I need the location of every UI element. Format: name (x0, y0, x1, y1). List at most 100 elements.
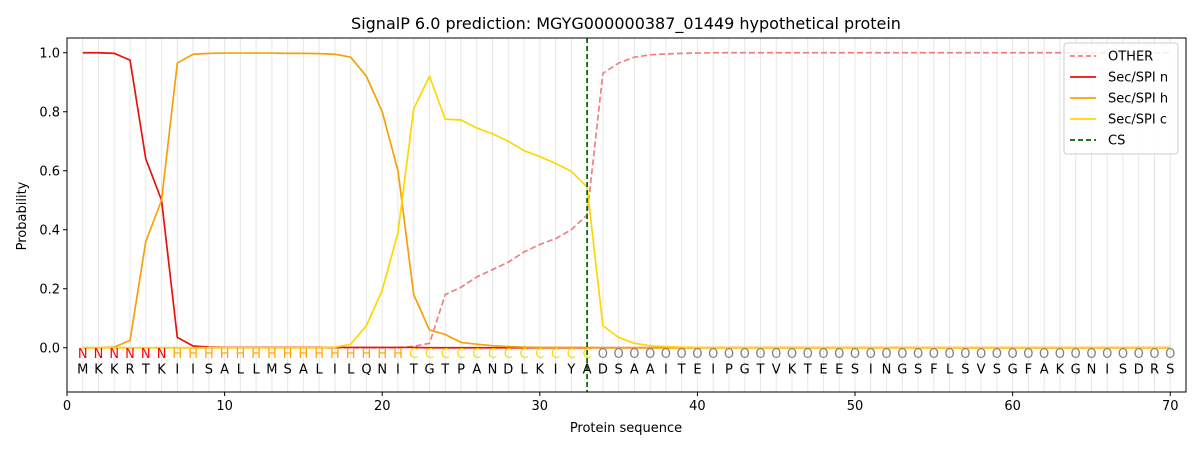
region-label: O (803, 347, 813, 362)
residue-label: I (554, 363, 558, 378)
residue-label: A (630, 363, 639, 378)
region-label: N (141, 347, 151, 362)
residue-label: P (725, 363, 733, 378)
region-label: O (866, 347, 876, 362)
plot-area (67, 38, 1186, 392)
region-label: H (377, 347, 387, 362)
region-label: N (109, 347, 119, 362)
region-label: O (787, 347, 797, 362)
x-axis-label: Protein sequence (570, 421, 682, 436)
chart-title: SignalP 6.0 prediction: MGYG000000387_01… (351, 14, 901, 34)
region-label: O (614, 347, 624, 362)
region-label: C (504, 347, 513, 362)
residue-label: L (946, 363, 954, 378)
region-label: O (755, 347, 765, 362)
region-label: C (441, 347, 450, 362)
region-label: H (346, 347, 356, 362)
region-label: H (204, 347, 214, 362)
residue-label: V (977, 363, 986, 378)
residue-label: A (583, 363, 592, 378)
x-tick-label: 70 (1162, 399, 1179, 414)
residue-label: L (237, 363, 245, 378)
residue-label: I (191, 363, 195, 378)
region-label: O (661, 347, 671, 362)
residue-label: M (266, 363, 277, 378)
y-tick-label: 0.4 (39, 223, 60, 238)
residue-label: Y (566, 363, 575, 378)
x-tick-label: 30 (532, 399, 549, 414)
region-label: O (1023, 347, 1033, 362)
region-label: O (976, 347, 986, 362)
region-label: O (929, 347, 939, 362)
residue-label: E (693, 363, 701, 378)
residue-label: S (1166, 363, 1174, 378)
residue-label: S (614, 363, 622, 378)
region-label: O (1165, 347, 1175, 362)
region-label: C (488, 347, 497, 362)
residue-label: A (220, 363, 229, 378)
region-label: O (1134, 347, 1144, 362)
residue-label: T (677, 363, 686, 378)
residue-label: S (1119, 363, 1127, 378)
region-label: O (1118, 347, 1128, 362)
residue-label: G (897, 363, 907, 378)
region-label: C (472, 347, 481, 362)
residue-label: T (141, 363, 150, 378)
legend: OTHER Sec/SPI n Sec/SPI h Sec/SPI c CS (1063, 42, 1179, 155)
residue-label: N (882, 363, 892, 378)
residue-label: K (1056, 363, 1065, 378)
region-label: O (771, 347, 781, 362)
region-label: C (567, 347, 576, 362)
residue-label: S (851, 363, 859, 378)
residue-label: S (284, 363, 292, 378)
region-label: H (220, 347, 230, 362)
residue-label: T (803, 363, 812, 378)
legend-label: Sec/SPI h (1108, 92, 1168, 107)
residue-label: R (126, 363, 135, 378)
region-label: H (283, 347, 293, 362)
residue-label: G (740, 363, 750, 378)
region-label: O (740, 347, 750, 362)
region-label: O (992, 347, 1002, 362)
region-label: O (1055, 347, 1065, 362)
region-label: O (1102, 347, 1112, 362)
region-label: C (583, 347, 592, 362)
residue-label: K (788, 363, 797, 378)
legend-box (1063, 42, 1179, 155)
region-label: C (535, 347, 544, 362)
region-label: O (629, 347, 639, 362)
region-label: O (724, 347, 734, 362)
region-label: O (1039, 347, 1049, 362)
residue-label: K (157, 363, 166, 378)
axes: 0 10 20 30 40 50 60 70 0.0 0.2 0.4 0.6 0.8 1.0 (39, 37, 1187, 414)
x-tick-label: 10 (216, 399, 233, 414)
residue-label: I (396, 363, 400, 378)
region-label: O (834, 347, 844, 362)
residue-label: I (664, 363, 668, 378)
residue-label: T (409, 363, 418, 378)
residue-label: G (1008, 363, 1018, 378)
residue-label: I (1105, 363, 1109, 378)
residue-label: L (253, 363, 261, 378)
legend-label: Sec/SPI n (1108, 71, 1168, 86)
residue-label: D (503, 363, 513, 378)
region-label: O (881, 347, 891, 362)
residue-label: G (1071, 363, 1081, 378)
residue-label: N (1087, 363, 1097, 378)
residue-label: D (1134, 363, 1144, 378)
residue-label: M (77, 363, 88, 378)
region-label: H (362, 347, 372, 362)
residue-label: T (755, 363, 764, 378)
residue-label: F (930, 363, 937, 378)
region-label: O (818, 347, 828, 362)
x-tick-label: 50 (847, 399, 864, 414)
region-label: O (913, 347, 923, 362)
residue-label: L (347, 363, 355, 378)
residue-label: S (914, 363, 922, 378)
region-label: C (456, 347, 465, 362)
y-tick-label: 0.2 (39, 282, 60, 297)
region-label: H (267, 347, 277, 362)
region-label: N (78, 347, 88, 362)
region-label: H (188, 347, 198, 362)
